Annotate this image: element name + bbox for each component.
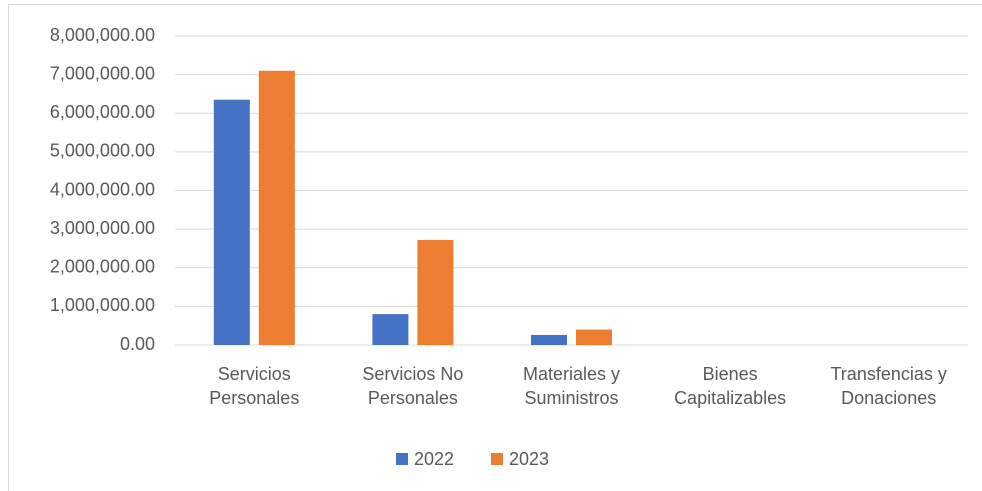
x-tick-label: Bienes Capitalizables: [674, 364, 787, 408]
chart-border: [8, 4, 982, 491]
y-tick-label: 1,000,000.00: [50, 295, 155, 315]
y-tick-label: 6,000,000.00: [50, 102, 155, 122]
legend-label: 2023: [509, 449, 549, 469]
bar: [213, 99, 250, 345]
x-tick-label: Servicios No Personales: [362, 364, 464, 408]
bar: [531, 334, 567, 345]
bar: [372, 314, 409, 345]
y-tick-label: 4,000,000.00: [50, 179, 155, 199]
y-tick-label: 5,000,000.00: [50, 141, 155, 161]
legend-swatch: [396, 453, 408, 465]
y-tick-label: 2,000,000.00: [50, 257, 155, 277]
bar: [417, 239, 454, 345]
x-tick-label: Servicios Personales: [209, 364, 300, 408]
bar: [258, 70, 295, 345]
bar: [576, 329, 612, 345]
y-tick-label: 7,000,000.00: [50, 63, 155, 83]
y-tick-label: 3,000,000.00: [50, 218, 155, 238]
y-tick-label: 8,000,000.00: [50, 25, 155, 45]
y-tick-label: 0.00: [120, 334, 155, 354]
legend-label: 2022: [414, 449, 454, 469]
legend-swatch: [491, 453, 503, 465]
x-tick-label: Materiales y Suministros: [522, 364, 621, 408]
x-tick-label: Transfencias y Donaciones: [830, 364, 947, 408]
